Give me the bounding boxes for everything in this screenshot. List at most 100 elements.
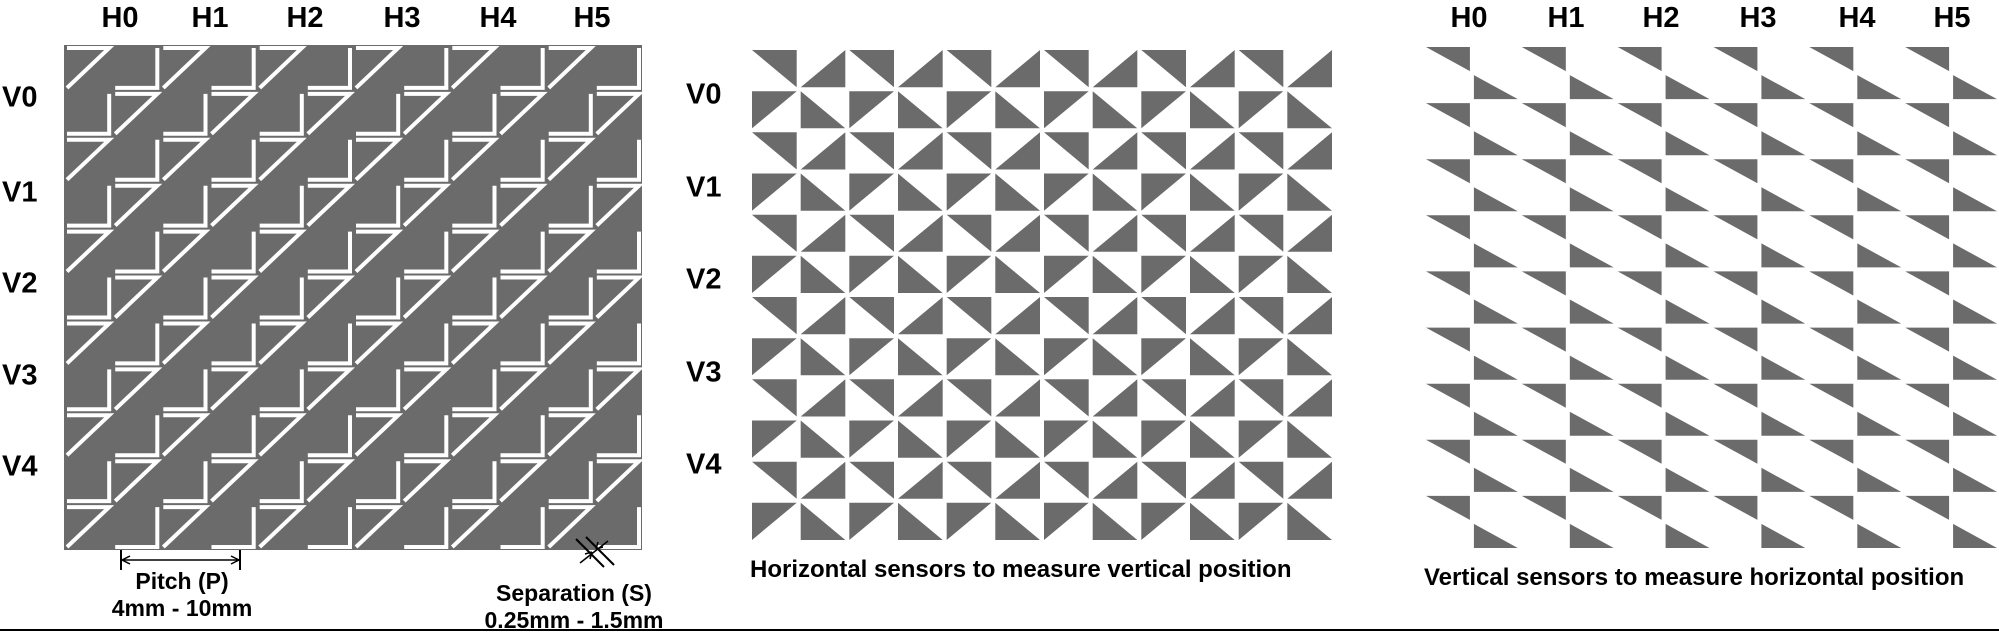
- column-label-h1: H1: [191, 2, 228, 35]
- vertical-electrode-r7-c4-blade-2: [1857, 468, 1901, 492]
- horizontal-electrode-r4-c3-blade-2: [1093, 421, 1138, 458]
- vertical-electrode-r2-c1-blade-2: [1570, 187, 1614, 211]
- vertical-electrode-r8-c0-blade-2: [1474, 524, 1518, 548]
- horizontal-electrode-b-r4-c0-blade-1: [801, 379, 846, 416]
- row-label-v0: V0: [2, 82, 37, 115]
- horizontal-electrode-r3-c2-blade-0: [947, 297, 992, 334]
- horizontal-electrode-r0-c3-blade-0: [1044, 50, 1089, 87]
- horizontal-electrode-r5-c5-blade-0: [1239, 462, 1284, 499]
- horizontal-electrode-r5-c0-blade-2: [801, 503, 846, 540]
- horizontal-electrode-b-r3-c5-blade-3: [1239, 338, 1284, 375]
- vertical-electrode-r0-c0-blade-2: [1474, 75, 1518, 99]
- horizontal-electrode-b-r5-c4-blade-3: [1141, 503, 1186, 540]
- horizontal-electrode-b-r4-c1-blade-1: [898, 379, 943, 416]
- column-label-h5: H5: [573, 2, 610, 35]
- horizontal-electrode-r4-c2-blade-0: [947, 379, 992, 416]
- vertical-electrode-r4-c4-blade-0: [1809, 271, 1853, 295]
- vertical-electrode-r7-c5-blade-0: [1905, 440, 1949, 464]
- horizontal-electrode-b-r1-c4-blade-1: [1190, 132, 1235, 169]
- horizontal-electrode-b-r1-c2-blade-3: [947, 174, 992, 211]
- horizontal-electrode-r1-c1-blade-2: [898, 174, 943, 211]
- vertical-electrode-r5-c4-blade-0: [1809, 328, 1853, 352]
- horizontal-electrode-b-r0-c4-blade-1: [1190, 50, 1235, 87]
- vertical-electrode-r0-c2-blade-0: [1618, 47, 1662, 71]
- horizontal-electrode-b-r5-c4-blade-1: [1190, 462, 1235, 499]
- horizontal-electrode-r5-c1-blade-2: [898, 503, 943, 540]
- horizontal-electrode-r3-c4-blade-2: [1190, 338, 1235, 375]
- vertical-electrode-r2-c3-blade-2: [1761, 187, 1805, 211]
- vertical-electrode-r0-c2-blade-2: [1666, 75, 1710, 99]
- vertical-electrode-r7-c3-blade-0: [1714, 440, 1758, 464]
- horizontal-electrode-b-r5-c1-blade-3: [849, 503, 894, 540]
- combined-sensor-grid: [64, 45, 642, 550]
- horizontal-electrode-r2-c0-blade-0: [752, 215, 797, 252]
- horizontal-electrode-b-r0-c0-blade-1: [801, 50, 846, 87]
- horizontal-electrode-r4-c1-blade-0: [849, 379, 894, 416]
- row-label-v2: V2: [2, 268, 37, 301]
- horizontal-electrode-r1-c5-blade-0: [1239, 132, 1284, 169]
- vertical-electrode-r2-c2-blade-0: [1618, 159, 1662, 183]
- vertical-electrode-r8-c3-blade-0: [1714, 496, 1758, 520]
- horizontal-electrode-r0-c4-blade-0: [1141, 50, 1186, 87]
- vertical-electrode-r0-c4-blade-0: [1809, 47, 1853, 71]
- horizontal-electrode-r2-c3-blade-2: [1093, 256, 1138, 293]
- horizontal-electrode-r2-c1-blade-2: [898, 256, 943, 293]
- row-label-v3: V3: [2, 360, 37, 393]
- horizontal-electrode-b-r4-c3-blade-3: [1044, 421, 1089, 458]
- vertical-column-label-h4: H4: [1838, 2, 1875, 35]
- horizontal-electrode-b-r1-c4-blade-3: [1141, 174, 1186, 211]
- horizontal-electrode-r0-c5-blade-2: [1287, 91, 1332, 128]
- vertical-electrode-r2-c4-blade-2: [1857, 187, 1901, 211]
- vertical-column-label-h5: H5: [1933, 2, 1970, 35]
- horizontal-electrode-b-r3-c0-blade-1: [801, 297, 846, 334]
- horizontal-electrode-b-r5-c5-blade-3: [1239, 503, 1284, 540]
- horizontal-electrode-b-r3-c3-blade-3: [1044, 338, 1089, 375]
- vertical-electrode-r8-c2-blade-2: [1666, 524, 1710, 548]
- vertical-electrode-r4-c5-blade-0: [1905, 271, 1949, 295]
- vertical-electrode-r3-c1-blade-0: [1522, 215, 1566, 239]
- horizontal-electrode-b-r5-c5-blade-1: [1287, 462, 1332, 499]
- vertical-electrode-r7-c4-blade-0: [1809, 440, 1853, 464]
- vertical-electrode-r1-c0-blade-2: [1474, 131, 1518, 155]
- horizontal-electrode-b-r0-c2-blade-1: [995, 50, 1040, 87]
- vertical-electrode-r3-c4-blade-0: [1809, 215, 1853, 239]
- horizontal-electrode-r0-c1-blade-0: [849, 50, 894, 87]
- horizontal-electrode-r2-c4-blade-0: [1141, 215, 1186, 252]
- horizontal-electrode-r5-c3-blade-2: [1093, 503, 1138, 540]
- separation-title: Separation (S): [485, 580, 664, 607]
- vertical-electrode-r6-c4-blade-0: [1809, 384, 1853, 408]
- horizontal-electrode-r4-c0-blade-2: [801, 421, 846, 458]
- vertical-electrode-r7-c1-blade-0: [1522, 440, 1566, 464]
- horizontal-electrode-r4-c2-blade-2: [995, 421, 1040, 458]
- horizontal-electrode-b-r1-c3-blade-3: [1044, 174, 1089, 211]
- vertical-electrode-r5-c3-blade-0: [1714, 328, 1758, 352]
- horizontal-electrode-b-r5-c3-blade-3: [1044, 503, 1089, 540]
- horizontal-electrode-b-r3-c1-blade-3: [849, 338, 894, 375]
- vertical-electrode-r5-c1-blade-2: [1570, 356, 1614, 380]
- horizontal-electrode-b-r2-c3-blade-1: [1093, 215, 1138, 252]
- vertical-electrode-r5-c0-blade-0: [1426, 328, 1470, 352]
- horizontal-electrode-r3-c5-blade-2: [1287, 338, 1332, 375]
- horizontal-electrode-r2-c2-blade-2: [995, 256, 1040, 293]
- vertical-electrode-r1-c2-blade-2: [1666, 131, 1710, 155]
- vertical-column-label-h1: H1: [1547, 2, 1584, 35]
- vertical-electrode-r8-c1-blade-2: [1570, 524, 1614, 548]
- horizontal-electrode-b-r5-c1-blade-1: [898, 462, 943, 499]
- horizontal-electrode-r1-c2-blade-0: [947, 132, 992, 169]
- horizontal-electrode-b-r4-c4-blade-3: [1141, 421, 1186, 458]
- horizontal-electrode-r0-c1-blade-2: [898, 91, 943, 128]
- horizontal-electrode-b-r4-c5-blade-1: [1287, 379, 1332, 416]
- vertical-electrode-r4-c0-blade-0: [1426, 271, 1470, 295]
- horizontal-electrode-b-r1-c0-blade-1: [801, 132, 846, 169]
- pitch-label: Pitch (P) 4mm - 10mm: [112, 568, 253, 622]
- horizontal-electrode-r0-c2-blade-0: [947, 50, 992, 87]
- horizontal-electrode-r4-c5-blade-0: [1239, 379, 1284, 416]
- vertical-electrode-r0-c3-blade-0: [1714, 47, 1758, 71]
- pitch-range: 4mm - 10mm: [112, 595, 253, 622]
- horizontal-electrode-r5-c0-blade-0: [752, 462, 797, 499]
- horizontal-electrode-r5-c1-blade-0: [849, 462, 894, 499]
- vertical-electrode-r5-c3-blade-2: [1761, 356, 1805, 380]
- vertical-electrode-r8-c5-blade-0: [1905, 496, 1949, 520]
- vertical-electrode-r3-c1-blade-2: [1570, 243, 1614, 267]
- horizontal-electrode-r4-c0-blade-0: [752, 379, 797, 416]
